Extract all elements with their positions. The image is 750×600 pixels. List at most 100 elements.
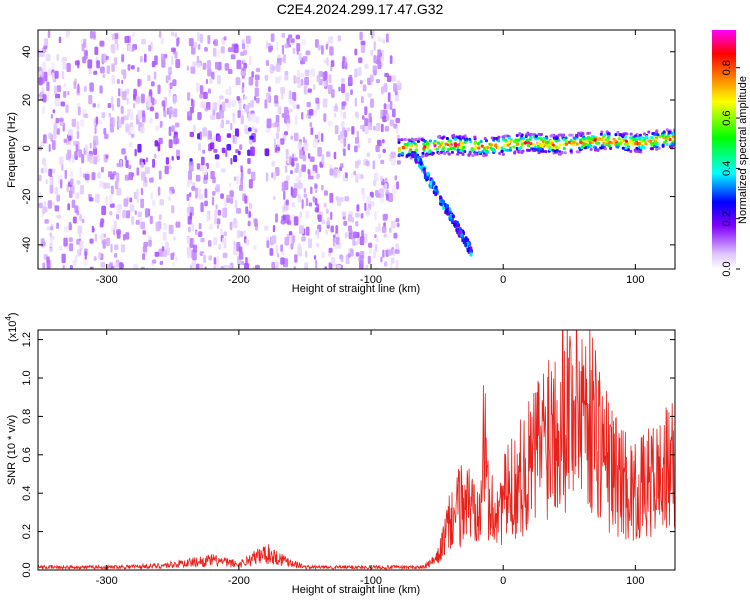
- heat-cell: [484, 153, 488, 157]
- heat-cell: [309, 108, 314, 116]
- heat-cell: [375, 59, 381, 65]
- heat-cell: [324, 266, 328, 269]
- heat-cell: [456, 152, 460, 156]
- heat-cell: [175, 149, 181, 159]
- heat-cell: [166, 107, 170, 115]
- y-tick-label: 0.8: [21, 409, 33, 424]
- heat-cell: [171, 155, 174, 161]
- heat-cell: [88, 94, 93, 105]
- heat-cell: [248, 202, 253, 209]
- heat-cell: [212, 102, 218, 111]
- heat-cell: [328, 164, 333, 169]
- heat-cell: [79, 240, 84, 249]
- heat-cell: [220, 268, 223, 269]
- heat-cell: [192, 61, 197, 67]
- heat-cell: [69, 223, 73, 231]
- heat-cell: [476, 142, 480, 146]
- heat-cell: [191, 185, 196, 191]
- heat-cell: [170, 47, 176, 53]
- heat-cell: [623, 135, 627, 139]
- heat-cell: [79, 119, 85, 127]
- heat-cell: [38, 48, 41, 58]
- heat-cell: [72, 216, 77, 224]
- heat-cell: [172, 261, 175, 267]
- heat-cell: [45, 53, 51, 62]
- spectrogram-x-ticks: -300 -200 -100 0 100: [96, 30, 645, 286]
- heat-cell: [110, 243, 113, 253]
- heat-cell: [327, 120, 333, 127]
- heat-cell: [114, 244, 119, 251]
- heat-cell: [136, 66, 140, 73]
- heat-cell: [174, 32, 178, 38]
- heat-cell: [113, 229, 116, 236]
- heat-cell: [46, 261, 50, 269]
- heat-cell: [97, 103, 101, 109]
- heat-cell: [512, 145, 516, 149]
- heat-cell: [188, 38, 194, 47]
- heat-cell: [524, 134, 528, 138]
- heat-cell: [356, 204, 360, 212]
- heat-cell: [90, 30, 93, 39]
- heat-cell: [555, 145, 559, 149]
- heat-cell: [383, 233, 387, 238]
- heat-cell: [608, 140, 612, 144]
- x-tick-label: -200: [228, 274, 250, 286]
- heat-cell: [298, 167, 302, 178]
- heat-cell: [85, 50, 88, 56]
- heat-cell: [74, 205, 79, 214]
- heat-cell: [364, 202, 367, 211]
- heat-cell: [275, 41, 279, 51]
- heat-cell: [314, 107, 318, 116]
- heat-cell: [434, 192, 438, 197]
- heat-cell: [309, 156, 315, 162]
- heat-cell: [42, 157, 46, 166]
- heat-cell: [364, 118, 369, 127]
- heat-cell: [286, 122, 290, 132]
- heat-cell: [316, 173, 321, 179]
- heat-cell: [532, 143, 536, 147]
- heat-cell: [188, 161, 194, 172]
- heat-cell: [305, 50, 311, 56]
- heat-cell: [578, 132, 582, 136]
- heat-cell: [41, 106, 46, 115]
- heat-cell: [271, 172, 274, 179]
- heat-cell: [42, 262, 46, 269]
- heat-cell: [395, 217, 400, 223]
- heat-cell: [149, 177, 154, 183]
- heat-cell: [489, 146, 493, 150]
- heat-cell: [545, 136, 549, 140]
- heat-cell: [451, 214, 455, 219]
- x-tick-label: -200: [228, 575, 250, 587]
- heat-cell: [164, 53, 168, 59]
- heat-cell: [241, 43, 246, 50]
- heat-cell: [225, 149, 228, 158]
- heat-cell: [305, 226, 310, 236]
- heat-cell: [469, 252, 473, 257]
- heat-cell: [141, 110, 145, 118]
- heat-cell: [356, 231, 360, 239]
- heat-cell: [296, 42, 301, 52]
- heat-cell: [391, 75, 397, 82]
- heat-cell: [512, 139, 516, 143]
- heat-cell: [506, 148, 510, 152]
- heat-cell: [321, 184, 324, 191]
- heat-cell: [464, 236, 468, 241]
- heat-cell: [362, 124, 366, 132]
- heat-cell: [54, 88, 57, 94]
- heat-cell: [63, 237, 68, 247]
- heat-cell: [452, 146, 456, 150]
- heat-cell: [410, 144, 414, 148]
- heat-cell: [293, 188, 298, 197]
- heat-cell: [266, 118, 272, 129]
- heat-cell: [297, 141, 302, 150]
- heat-cell: [275, 114, 280, 124]
- heat-cell: [473, 135, 477, 139]
- heat-cell: [255, 67, 261, 73]
- heat-cell: [130, 126, 135, 134]
- heat-cell: [372, 160, 376, 170]
- heat-cell: [188, 192, 192, 197]
- heat-cell: [225, 88, 229, 96]
- heat-cell: [244, 104, 250, 113]
- heat-cell: [421, 151, 425, 155]
- heat-cell: [360, 213, 364, 219]
